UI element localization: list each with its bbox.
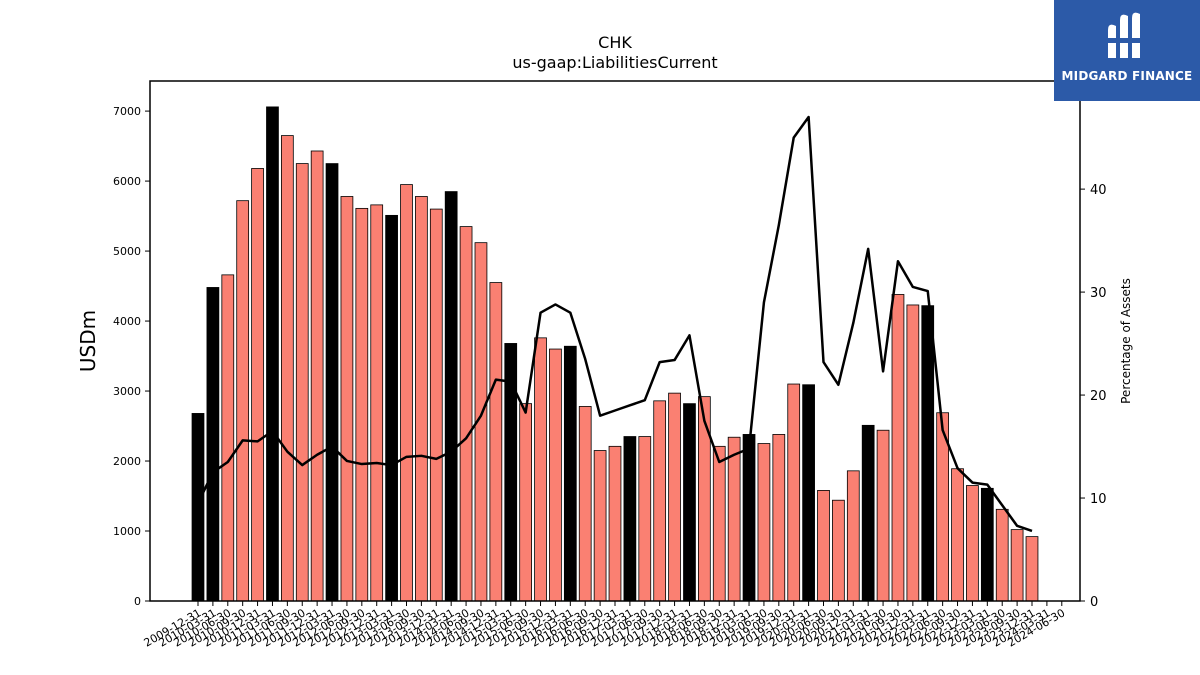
bar-2012-06-30	[340, 196, 354, 602]
chart-title: CHK	[598, 33, 632, 52]
bar-2016-03-31	[563, 345, 577, 602]
bar-2015-09-30	[534, 337, 547, 602]
bar-2011-12-31	[310, 150, 324, 602]
logo: MIDGARD FINANCE	[1054, 0, 1200, 101]
right-axis-ticks: 0 10 20 30 40	[1080, 183, 1107, 610]
bar-2012-03-31	[325, 163, 339, 602]
bar-2022-12-31	[966, 485, 979, 602]
bar-2017-03-31	[623, 436, 637, 602]
y-axis-label: USDm	[76, 310, 100, 372]
y-tick-label: 7000	[113, 105, 141, 118]
bar-2018-06-30	[698, 396, 711, 602]
bar-2023-06-30	[995, 508, 1009, 602]
bar-2012-12-31	[370, 204, 384, 602]
bar-2016-12-31	[608, 445, 622, 602]
bar-2020-03-31	[802, 384, 815, 602]
bar-2010-03-31	[206, 287, 220, 602]
bar-2021-12-31	[906, 304, 920, 602]
y2-tick-label: 10	[1090, 492, 1107, 507]
bar-2023-03-31	[980, 487, 994, 602]
y-tick-label: 2000	[113, 455, 141, 468]
bar-2016-09-30	[593, 450, 607, 602]
bar-2020-06-30	[817, 490, 830, 602]
bar-2010-09-30	[236, 200, 250, 602]
y-tick-label: 0	[134, 595, 141, 608]
bar-2018-03-31	[683, 403, 696, 602]
bar-2011-06-30	[280, 135, 294, 602]
y-tick-label: 4000	[113, 315, 141, 328]
bar-2022-09-30	[951, 468, 964, 602]
bar-2021-06-30	[876, 429, 890, 602]
bar-2012-09-30	[355, 207, 369, 602]
x-axis-ticks: 2009-12-312010-03-312010-06-302010-09-30…	[142, 601, 1067, 650]
logo-mark-icon	[1106, 12, 1144, 59]
y-tick-label: 3000	[113, 385, 141, 398]
y-tick-label: 1000	[113, 525, 141, 538]
bar-2013-09-30	[415, 196, 428, 602]
logo-text: MIDGARD FINANCE	[1061, 69, 1193, 83]
bar-2019-06-30	[757, 443, 771, 602]
y-tick-label: 5000	[113, 245, 141, 258]
bar-2015-12-31	[549, 348, 562, 602]
bar-2010-12-31	[251, 168, 264, 602]
bar-2014-06-30	[459, 226, 473, 602]
bar-2019-09-30	[772, 434, 786, 602]
bar-2019-12-31	[787, 383, 801, 602]
bar-2021-09-30	[891, 294, 905, 602]
bar-2022-03-31	[921, 305, 935, 602]
bar-2023-09-30	[1010, 529, 1024, 602]
bar-2018-12-31	[727, 436, 741, 602]
bar-2017-12-31	[668, 392, 681, 602]
bar-2011-03-31	[266, 106, 279, 602]
bar-2017-06-30	[638, 436, 652, 602]
bar-2016-06-30	[578, 406, 592, 602]
bar-2023-12-31	[1025, 536, 1039, 602]
bar-2013-12-31	[429, 208, 443, 602]
y2-axis-label: Percentage of Assets	[1119, 278, 1133, 404]
bar-2020-09-30	[832, 499, 845, 602]
bar-2019-03-31	[742, 434, 756, 602]
percentage-line	[196, 115, 1033, 533]
bar-2013-03-31	[385, 214, 398, 602]
bar-2017-09-30	[653, 400, 667, 602]
bar-2015-06-30	[519, 403, 533, 602]
bar-2011-09-30	[295, 163, 309, 602]
y2-tick-label: 20	[1090, 389, 1107, 404]
bar-2010-06-30	[221, 274, 235, 602]
bar-2014-03-31	[444, 191, 458, 602]
bar-2014-12-31	[489, 282, 503, 602]
y-tick-label: 6000	[113, 175, 141, 188]
bar-2021-03-31	[861, 424, 875, 602]
left-axis-ticks: 0 1000 2000 3000 4000 5000 6000 7000	[113, 105, 150, 608]
bar-2013-06-30	[400, 184, 413, 602]
bar-2018-09-30	[712, 445, 726, 602]
bars-group	[191, 106, 1039, 602]
y2-tick-label: 0	[1090, 595, 1098, 610]
y2-tick-label: 30	[1090, 286, 1107, 301]
y2-tick-label: 40	[1090, 183, 1107, 198]
bar-2020-12-31	[846, 470, 860, 602]
bar-2009-12-31	[191, 413, 205, 602]
chart-subtitle: us-gaap:LiabilitiesCurrent	[512, 53, 717, 72]
